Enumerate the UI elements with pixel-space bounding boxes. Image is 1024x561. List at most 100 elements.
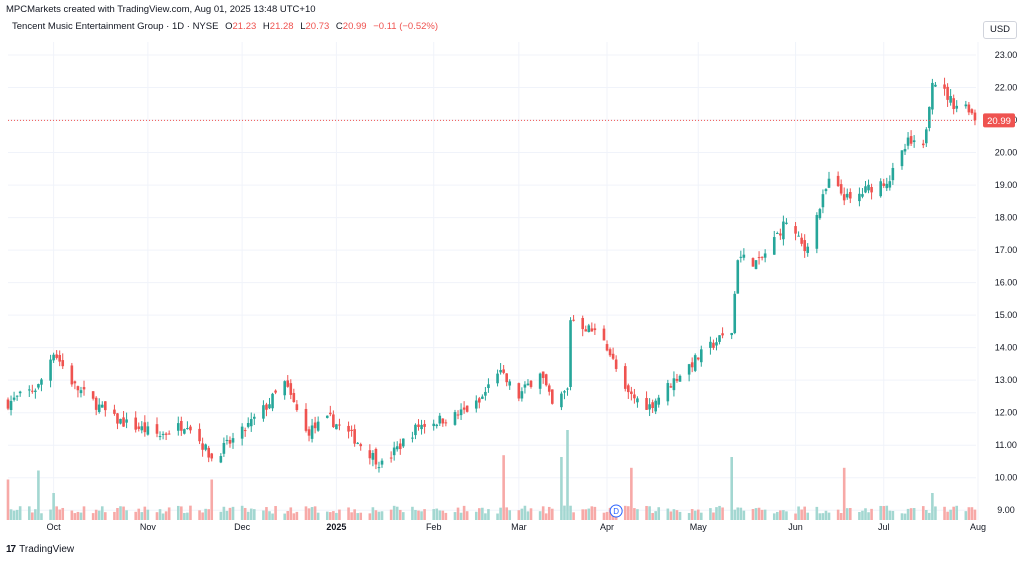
volume-bar [61,507,65,520]
volume-bar [40,513,43,520]
volume-bar [861,510,864,520]
candle-body [249,419,253,427]
candle-body [9,400,13,411]
volume-bar [885,505,889,520]
candle-body [742,254,746,258]
volume-bar [715,507,718,520]
currency-button[interactable]: USD [983,21,1017,39]
volume-bar [401,512,405,520]
candle-body [827,178,831,188]
candle-body [265,404,268,410]
candle-body [526,383,530,386]
candle-body [867,184,870,191]
volume-bar [757,507,761,520]
open-value: 21.23 [232,21,257,32]
volume-bar [134,511,138,520]
volume-bar [563,505,566,520]
volume-bar [760,509,764,520]
candle-body [943,84,946,89]
volume-bar [253,509,256,520]
volume-bar [435,508,439,520]
volume-bar [858,512,861,520]
volume-bar [633,508,636,520]
volume-bar [709,508,712,520]
volume-bar [456,507,460,520]
volume-bar [602,512,606,520]
volume-bar [420,511,423,520]
candle-body [636,398,639,403]
volume-bar [696,509,700,520]
volume-bar [903,513,907,520]
candle-body [815,215,819,249]
candle-body [61,360,65,367]
volume-bar [891,510,895,520]
last-price-label: 20.99 [987,116,1011,127]
volume-bar [219,511,223,520]
volume-bar [222,506,226,520]
volume-bar [730,457,733,520]
volume-bar [964,511,968,520]
volume-bar [906,508,910,520]
y-tick-label: 18.00 [995,213,1018,223]
volume-bar [657,507,661,520]
volume-bar [672,509,676,520]
price-candles [6,77,977,473]
volume-bar [353,509,356,520]
candle-body [803,240,806,252]
x-tick-label: 2025 [326,522,346,532]
x-tick-label: Jun [788,522,803,532]
volume-bar [207,509,210,520]
candle-body [931,82,934,110]
volume-bar [37,470,40,520]
volume-bar [338,509,341,520]
volume-bar [839,513,843,520]
candle-body [34,390,37,392]
candle-body [675,378,679,381]
volume-bar [912,508,916,520]
candle-body [605,344,609,351]
candle-body [286,380,290,387]
candle-body [18,391,22,394]
candle-body [821,194,825,208]
candle-body [304,408,308,431]
volume-bar [335,512,338,520]
volume-bar [100,506,104,520]
volume-bar [785,511,788,520]
volume-bar [827,512,831,520]
volume-bar [313,506,317,520]
candle-body [785,222,788,224]
tradingview-logo[interactable]: 17 TradingView [6,544,74,555]
volume-bar [411,506,414,520]
volume-bar [627,506,630,520]
volume-bar [462,505,466,520]
candle-body [441,418,445,424]
candle-body [325,415,329,418]
candle-body [505,373,508,383]
volume-bar [332,511,335,520]
volume-bar [125,510,128,520]
volume-bar [517,510,521,520]
candle-body [79,390,83,394]
y-tick-label: 12.00 [995,408,1018,418]
volume-bar [529,508,533,520]
volume-bar [167,507,171,520]
candle-body [207,447,210,458]
candle-body [696,357,700,360]
candle-body [176,423,180,431]
volume-bar [176,505,180,520]
volume-bar [432,509,436,520]
volume-bar [249,508,253,520]
candle-body [231,438,235,443]
volume-bar [292,513,296,520]
volume-bar [608,507,612,520]
candle-body [544,374,548,386]
candle-body [949,96,952,103]
dividend-marker-icon [609,504,623,518]
candle-body [389,457,393,459]
volume-bar [584,509,588,520]
volume-bar [505,507,508,520]
volume-bar [183,513,186,520]
volume-bar [398,509,402,520]
candle-body [736,260,740,294]
